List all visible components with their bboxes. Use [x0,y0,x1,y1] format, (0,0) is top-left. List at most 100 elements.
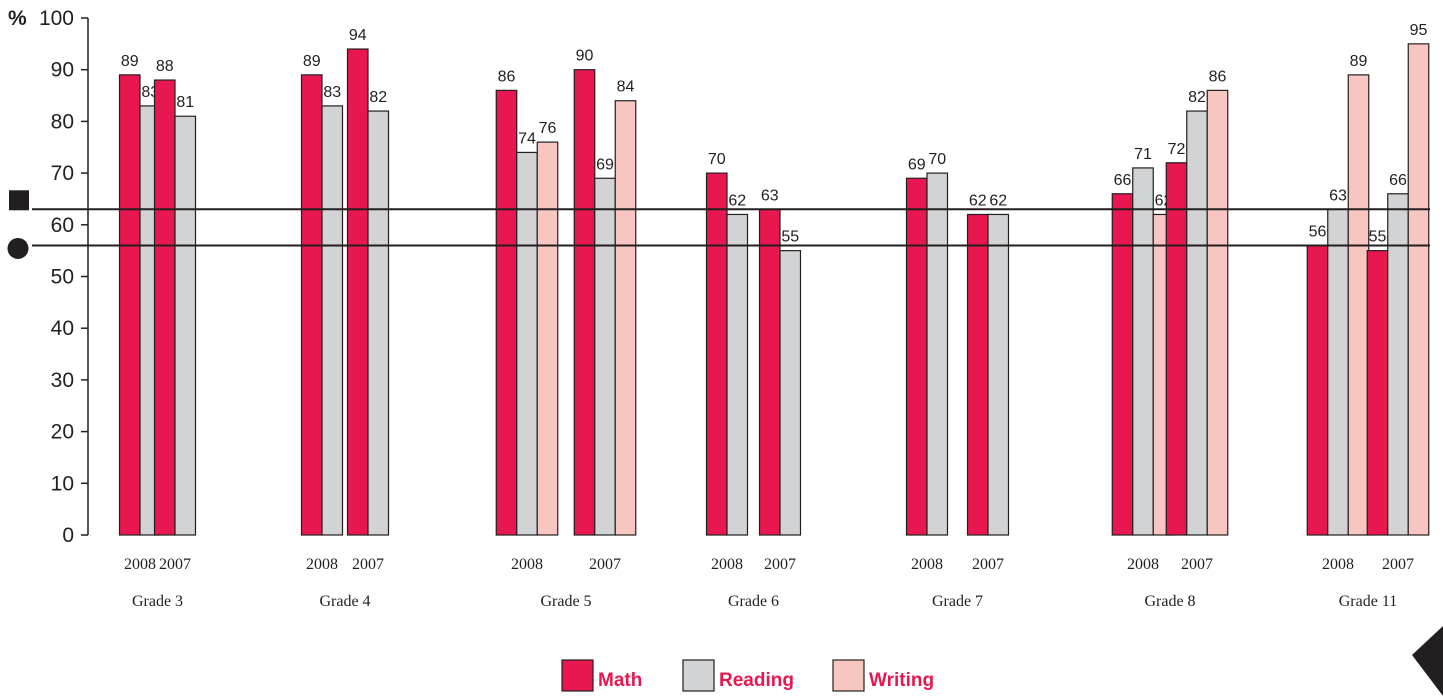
bar-reading [1132,167,1154,536]
bar-math [118,74,141,536]
bar-value-label: 86 [498,68,516,85]
bar-value-label: 89 [1350,53,1368,70]
legend-label-math: Math [598,670,642,691]
legend-label-writing: Writing [869,670,934,691]
bar-writing [1407,43,1430,536]
bar-math [1306,244,1329,536]
x-year-label: 2008 [124,556,156,573]
x-grade-label: Grade 6 [728,593,779,610]
bar-value-label: 55 [781,229,799,246]
bar-value-label: 62 [728,192,746,209]
bar-value-label: 88 [156,58,174,75]
bar-reading [174,115,197,536]
bar-value-label: 82 [369,89,387,106]
bar-value-label: 69 [908,156,926,173]
y-tick-label: 10 [51,472,74,495]
bar-value-label: 90 [576,48,594,65]
bar-writing [1347,74,1370,536]
x-grade-label: Grade 4 [319,593,370,610]
bar-value-label: 66 [1389,172,1407,189]
x-year-label: 2007 [159,556,191,573]
bar-math [758,208,781,536]
bar-value-label: 94 [349,27,367,44]
y-tick-label: 80 [51,110,74,133]
y-tick-label: 50 [51,266,74,289]
bar-math [1366,250,1389,536]
bar-writing [536,141,559,536]
x-year-label: 2007 [1181,556,1213,573]
bar-value-label: 62 [989,192,1007,209]
x-year-label: 2007 [764,556,796,573]
legend-label-reading: Reading [719,670,794,691]
legend-swatch-math [561,659,594,692]
bar-math [153,79,176,536]
bar-value-label: 72 [1168,141,1186,158]
bar-reading [779,250,802,536]
y-tick-label: 60 [51,214,74,237]
corner-triangle [1412,626,1443,696]
x-year-label: 2007 [972,556,1004,573]
bar-math [1165,162,1188,536]
bar-value-label: 81 [176,94,194,111]
reference-square-marker [9,190,29,211]
x-year-label: 2008 [306,556,338,573]
legend-swatch-writing [832,659,865,692]
bar-value-label: 86 [1209,68,1227,85]
bar-reading [321,105,344,536]
bar-value-label: 69 [596,156,614,173]
x-year-label: 2008 [511,556,543,573]
y-unit-label: % [8,7,27,30]
bar-value-label: 66 [1114,172,1132,189]
reference-circle-marker [7,237,29,259]
x-year-label: 2008 [911,556,943,573]
bar-reading [594,177,616,536]
bar-value-label: 55 [1369,229,1387,246]
bar-value-label: 84 [617,79,635,96]
bar-writing [614,100,637,536]
bar-reading [987,213,1010,536]
x-grade-label: Grade 5 [540,593,591,610]
x-grade-label: Grade 7 [932,593,983,610]
x-year-label: 2008 [1322,556,1354,573]
bar-value-label: 82 [1188,89,1206,106]
bar-reading [1186,110,1208,536]
bar-value-label: 89 [303,53,321,70]
bar-writing [1206,89,1229,536]
bar-value-label: 63 [761,187,779,204]
x-grade-label: Grade 11 [1339,593,1398,610]
y-tick-label: 20 [51,421,74,444]
y-tick-label: 0 [62,524,74,547]
x-grade-label: Grade 8 [1144,593,1195,610]
x-year-label: 2007 [589,556,621,573]
bar-math [573,69,596,536]
x-year-label: 2008 [711,556,743,573]
bar-value-label: 70 [708,151,726,168]
bar-value-label: 74 [518,130,536,147]
bar-reading [726,213,749,536]
y-tick-label: 30 [51,369,74,392]
y-tick-label: 100 [39,7,74,30]
bar-value-label: 83 [323,84,341,101]
bar-math [346,48,369,536]
bar-value-label: 62 [969,192,987,209]
bar-value-label: 95 [1410,22,1428,39]
bar-value-label: 76 [539,120,557,137]
bar-math [495,89,518,536]
x-year-label: 2007 [1382,556,1414,573]
y-tick-label: 90 [51,59,74,82]
legend-swatch-reading [682,659,715,692]
bar-value-label: 63 [1329,187,1347,204]
bar-value-label: 89 [121,53,139,70]
x-year-label: 2007 [352,556,384,573]
bar-reading [367,110,390,536]
y-tick-label: 40 [51,317,74,340]
bar-value-label: 56 [1309,223,1327,240]
bar-value-label: 71 [1134,146,1152,163]
bar-value-label: 70 [928,151,946,168]
bar-math [905,177,928,536]
bar-math [300,74,323,536]
bar-reading [1327,208,1349,536]
y-tick-label: 70 [51,162,74,185]
